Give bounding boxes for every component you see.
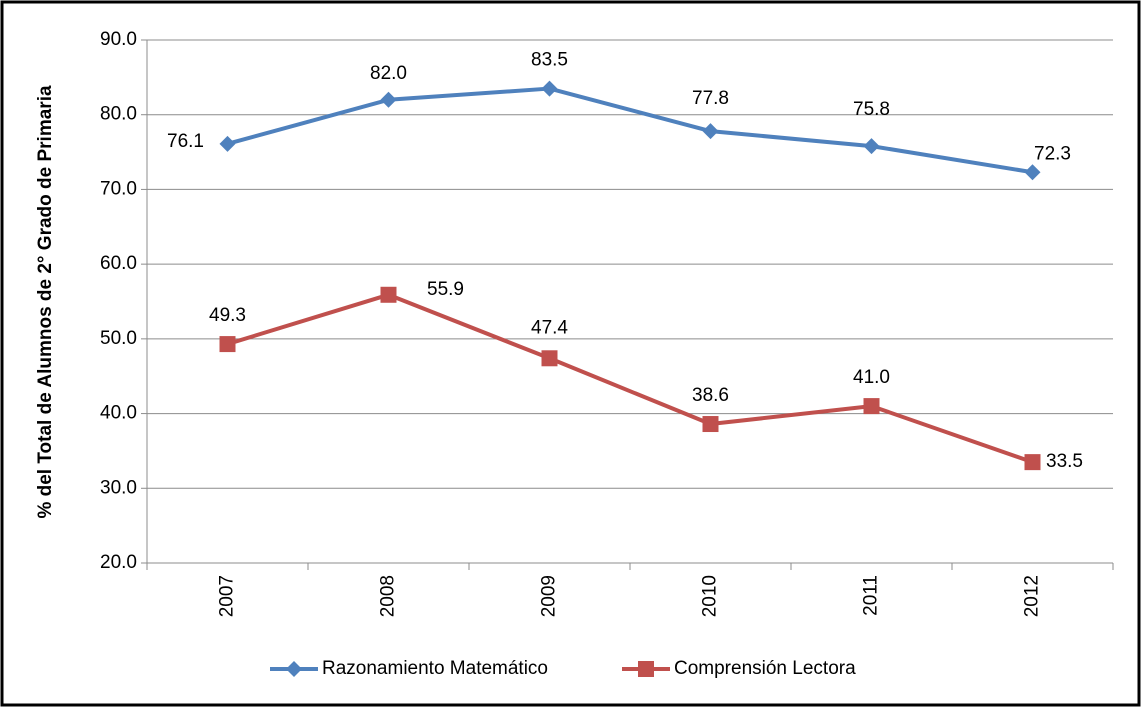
data-point (541, 350, 558, 367)
data-point (541, 80, 558, 97)
data-label: 47.4 (531, 317, 568, 338)
x-tick-label: 2010 (700, 575, 721, 617)
data-label: 83.5 (531, 50, 568, 71)
data-label: 55.9 (427, 279, 464, 300)
legend-marker (638, 661, 654, 677)
data-label: 72.3 (1034, 143, 1071, 164)
y-tick-label: 80.0 (100, 104, 137, 125)
data-point (702, 123, 719, 140)
data-point (702, 416, 719, 433)
data-label: 77.8 (692, 88, 729, 109)
data-label: 41.0 (853, 367, 890, 388)
data-label: 76.1 (167, 131, 204, 152)
y-tick-label: 90.0 (100, 29, 137, 50)
x-tick-label: 2011 (861, 575, 882, 616)
y-axis-title: % del Total de Alumnos de 2° Grado de Pr… (35, 85, 56, 519)
series-line (226, 292, 1034, 465)
data-point (863, 398, 880, 415)
data-label: 75.8 (853, 99, 890, 120)
y-tick-label: 30.0 (100, 477, 137, 498)
x-tick-label: 2009 (539, 575, 560, 617)
data-point (1024, 454, 1041, 471)
data-label: 38.6 (692, 385, 729, 406)
legend-label: Razonamiento Matemático (322, 658, 548, 679)
data-point (1024, 164, 1041, 181)
y-tick-label: 40.0 (100, 403, 137, 424)
legend-label: Comprensión Lectora (674, 658, 856, 679)
y-tick-label: 50.0 (100, 328, 137, 349)
series-line (226, 86, 1033, 175)
y-tick-label: 60.0 (100, 253, 137, 274)
data-point (219, 336, 236, 353)
data-point (219, 135, 236, 152)
data-point (380, 91, 397, 108)
data-label: 33.5 (1046, 451, 1083, 472)
legend-marker (286, 661, 302, 677)
data-point (380, 286, 397, 303)
data-label: 82.0 (370, 63, 407, 84)
y-tick-label: 20.0 (100, 552, 137, 573)
x-tick-label: 2012 (1022, 575, 1043, 617)
x-tick-label: 2007 (217, 575, 238, 617)
data-point (863, 138, 880, 155)
x-tick-label: 2008 (378, 575, 399, 617)
y-tick-label: 70.0 (100, 178, 137, 199)
data-label: 49.3 (209, 305, 246, 326)
